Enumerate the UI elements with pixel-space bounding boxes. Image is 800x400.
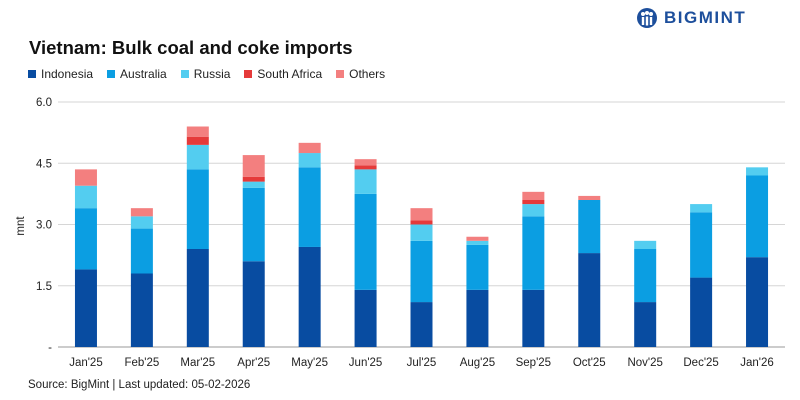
bar-south-africa-Apr25 <box>242 176 265 182</box>
bar-indonesia-Oct25 <box>578 253 601 347</box>
bar-indonesia-Mar25 <box>186 249 209 347</box>
bigmint-logo-icon <box>637 8 657 28</box>
x-tick-label: Apr'25 <box>237 357 270 369</box>
bar-others-Jan25 <box>74 169 97 186</box>
bar-south-africa-Jul25 <box>410 220 433 225</box>
y-axis-ticks: - 1.5 3.0 4.5 6.0 <box>36 97 52 354</box>
bar-others-Sep25 <box>522 191 545 200</box>
bar-australia-Apr25 <box>242 187 265 262</box>
legend-swatch <box>180 70 189 78</box>
bar-russia-Mar25 <box>186 144 209 170</box>
bar-russia-Nov25 <box>634 240 657 249</box>
bar-indonesia-Jun25 <box>354 289 377 347</box>
legend-item-south-africa: South Africa <box>244 67 322 81</box>
legend-swatch <box>244 70 253 78</box>
chart-title: Vietnam: Bulk coal and coke imports <box>29 37 353 58</box>
bar-indonesia-Dec25 <box>690 277 713 347</box>
bar-australia-Nov25 <box>634 249 657 303</box>
bar-australia-Feb25 <box>130 228 153 274</box>
y-axis-label: mnt <box>15 216 27 236</box>
bar-others-Oct25 <box>578 195 601 200</box>
legend-label: South Africa <box>257 67 323 81</box>
bar-russia-Feb25 <box>130 216 153 229</box>
x-tick-label: Jan'25 <box>69 357 103 369</box>
bar-australia-Aug25 <box>466 244 489 290</box>
bar-indonesia-Aug25 <box>466 289 489 347</box>
brand-logo: BIGMINT <box>636 5 746 31</box>
legend-swatch <box>336 70 345 78</box>
x-tick-label: Jan'26 <box>740 357 774 369</box>
legend-label: Australia <box>120 67 167 81</box>
bar-russia-Jul25 <box>410 224 433 241</box>
x-tick-label: Jun'25 <box>349 357 383 369</box>
legend-label: Russia <box>193 67 231 81</box>
legend-swatch <box>107 70 116 78</box>
bar-australia-Sep25 <box>522 216 545 290</box>
bar-russia-Sep25 <box>522 204 545 217</box>
x-tick-label: Oct'25 <box>573 357 606 369</box>
legend-swatch <box>28 70 36 78</box>
bar-others-Jun25 <box>354 159 377 166</box>
bar-australia-Dec25 <box>690 212 713 278</box>
y-tick-label: 1.5 <box>36 281 52 293</box>
bar-south-africa-Jun25 <box>354 165 377 170</box>
x-axis-ticks: Jan'25 Feb'25 Mar'25 Apr'25 May'25 Jun'25 Jul'… <box>69 357 774 369</box>
bar-australia-Jan25 <box>74 208 97 270</box>
x-tick-label: May'25 <box>291 357 328 369</box>
bar-indonesia-Jan26 <box>746 257 769 347</box>
bar-indonesia-May25 <box>298 246 321 347</box>
legend-label: Indonesia <box>41 67 94 81</box>
legend-item-australia: Australia <box>107 67 167 81</box>
x-tick-label: Jul'25 <box>407 357 437 369</box>
bar-indonesia-Jul25 <box>410 302 433 347</box>
bar-australia-Jan26 <box>746 175 769 258</box>
bar-indonesia-Sep25 <box>522 289 545 347</box>
bar-others-Apr25 <box>242 155 265 177</box>
y-tick-label: - <box>48 342 52 354</box>
bar-south-africa-Sep25 <box>522 200 545 205</box>
x-tick-label: Feb'25 <box>124 357 159 369</box>
bar-indonesia-Nov25 <box>634 302 657 347</box>
bar-others-Mar25 <box>186 126 209 137</box>
bar-others-Jul25 <box>410 208 433 221</box>
x-tick-label: Mar'25 <box>180 357 215 369</box>
x-tick-label: Sep'25 <box>516 357 551 369</box>
bar-russia-Dec25 <box>690 204 713 213</box>
bar-others-Feb25 <box>130 208 153 217</box>
bar-south-africa-Mar25 <box>186 136 209 145</box>
x-tick-label: Nov'25 <box>627 357 662 369</box>
y-tick-label: 6.0 <box>36 97 52 109</box>
bar-russia-Jan25 <box>74 185 97 209</box>
bar-russia-Apr25 <box>242 181 265 188</box>
legend-label: Others <box>349 67 386 81</box>
bar-others-May25 <box>298 142 321 154</box>
bar-indonesia-Jan25 <box>74 269 97 347</box>
bar-australia-Oct25 <box>578 200 601 254</box>
bar-australia-May25 <box>298 167 321 247</box>
bar-russia-Aug25 <box>466 240 489 245</box>
y-tick-label: 4.5 <box>36 158 52 170</box>
bar-russia-Jun25 <box>354 169 377 194</box>
bar-indonesia-Feb25 <box>130 273 153 347</box>
x-tick-label: Dec'25 <box>683 357 718 369</box>
legend-item-others: Others <box>336 67 385 81</box>
bar-australia-Jun25 <box>354 193 377 290</box>
bar-marks <box>74 126 769 347</box>
bar-others-Aug25 <box>466 236 489 241</box>
footer-source: Source: BigMint | Last updated: 05-02-20… <box>28 379 251 391</box>
chart-legend: Indonesia Australia Russia South Africa Othe… <box>28 67 399 81</box>
legend-item-russia: Russia <box>180 67 231 81</box>
legend-item-indonesia: Indonesia <box>28 67 93 81</box>
bar-australia-Jul25 <box>410 240 433 303</box>
bar-indonesia-Apr25 <box>242 261 265 347</box>
brand-name: BIGMINT <box>664 8 747 27</box>
bar-russia-May25 <box>298 153 321 168</box>
y-tick-label: 3.0 <box>36 220 52 232</box>
bar-australia-Mar25 <box>186 169 209 249</box>
x-tick-label: Aug'25 <box>460 357 495 369</box>
bar-russia-Jan26 <box>746 167 769 176</box>
